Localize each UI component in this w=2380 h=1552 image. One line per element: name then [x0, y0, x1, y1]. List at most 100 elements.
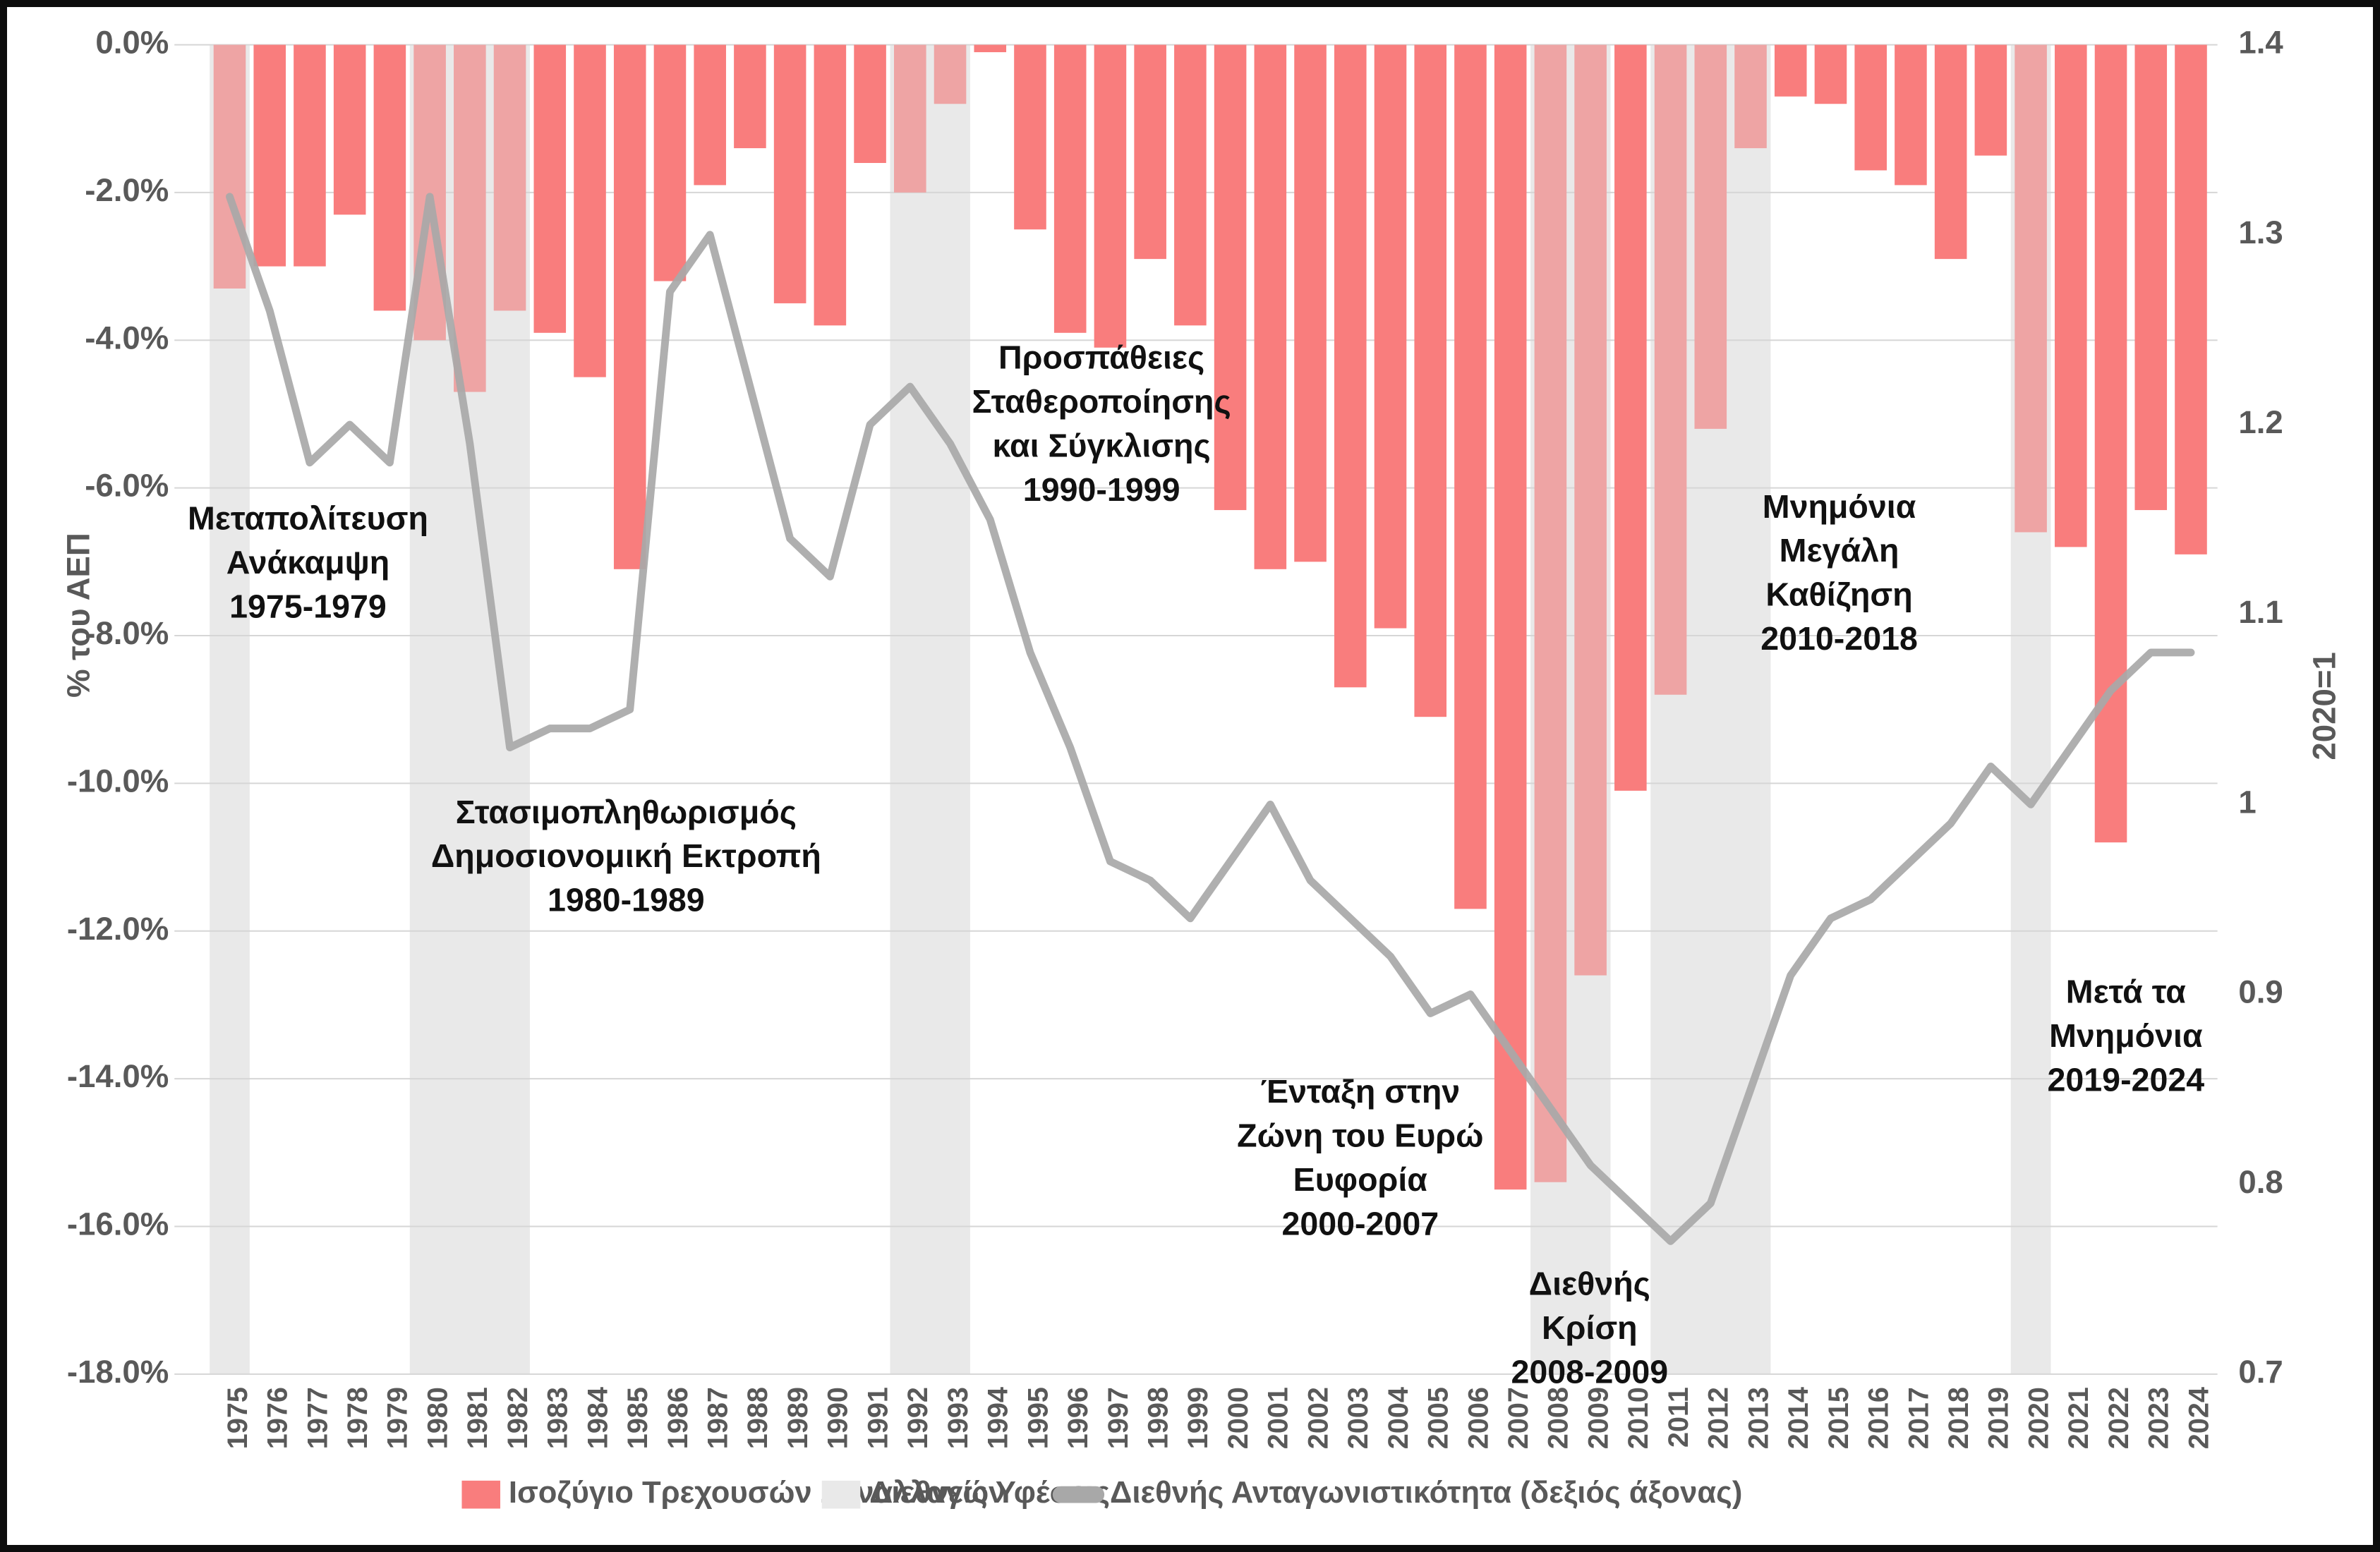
x-tick-label-1992: 1992 — [902, 1387, 934, 1449]
y-right-tick-label: 0.9 — [2238, 974, 2283, 1010]
x-tick-label-2024: 2024 — [2183, 1387, 2214, 1449]
current-account-competitiveness-chart: 0.0% -2.0% -4.0% -6.0% -8.0% -10.0% -12.0% -14.… — [60, 25, 2342, 1510]
annotation-5-line-3: 2010-2018 — [1760, 620, 1918, 657]
annotation-2-line-0: Προσπάθειες — [998, 339, 1204, 376]
x-tick-label-1982: 1982 — [502, 1387, 533, 1449]
x-tick-label-2012: 2012 — [1703, 1387, 1734, 1449]
annotation-6-line-0: Μετά τα — [2066, 973, 2186, 1010]
x-tick-label-1987: 1987 — [703, 1387, 734, 1449]
x-tick-label-1981: 1981 — [462, 1387, 493, 1449]
x-tick-label-1985: 1985 — [622, 1387, 653, 1449]
annotation-5-line-2: Καθίζηση — [1765, 576, 1912, 613]
bar-1976 — [253, 44, 286, 267]
bar-2012 — [1694, 44, 1727, 429]
annotation-0-line-1: Ανάκαμψη — [226, 544, 389, 581]
bar-2015 — [1814, 44, 1847, 104]
bar-2004 — [1374, 44, 1407, 629]
legend-label-0: Ισοζύγιο Τρεχουσών Συναλλαγών — [509, 1476, 1006, 1510]
bar-1997 — [1094, 44, 1127, 348]
bar-2022 — [2094, 44, 2127, 843]
y-right-tick-label: 1 — [2238, 784, 2256, 820]
x-tick-label-2015: 2015 — [1823, 1387, 1854, 1449]
x-tick-label-1999: 1999 — [1183, 1387, 1214, 1449]
bar-2002 — [1294, 44, 1327, 562]
y-left-tick-label: -4.0% — [85, 320, 169, 356]
bar-1988 — [734, 44, 766, 149]
bar-1996 — [1053, 44, 1087, 333]
bar-2020 — [2014, 44, 2047, 533]
recession-band-1992-1993 — [890, 44, 970, 1374]
bar-2001 — [1254, 44, 1287, 569]
x-tick-label-1998: 1998 — [1142, 1387, 1173, 1449]
x-tick-label-2018: 2018 — [1943, 1387, 1974, 1449]
bar-2013 — [1734, 44, 1767, 149]
y-left-tick-label: -16.0% — [67, 1206, 169, 1242]
competitiveness-line — [226, 193, 2195, 1245]
x-tick-label-2005: 2005 — [1423, 1387, 1454, 1449]
x-tick-label-1976: 1976 — [262, 1387, 294, 1449]
bar-2006 — [1454, 44, 1487, 909]
x-tick-label-2004: 2004 — [1383, 1387, 1414, 1449]
bar-1993 — [934, 44, 967, 104]
bar-2010 — [1614, 44, 1647, 791]
x-tick-label-2021: 2021 — [2063, 1387, 2094, 1449]
x-tick-label-2011: 2011 — [1663, 1387, 1694, 1448]
bar-2017 — [1895, 44, 1927, 186]
y-right-tick-label: 1.2 — [2238, 404, 2283, 440]
legend-line-swatch-2 — [1052, 1486, 1105, 1503]
bar-2005 — [1414, 44, 1447, 717]
x-tick-label-2020: 2020 — [2023, 1387, 2054, 1449]
x-tick-label-2002: 2002 — [1303, 1387, 1334, 1449]
x-tick-label-2023: 2023 — [2144, 1387, 2175, 1449]
x-tick-label-1979: 1979 — [382, 1387, 413, 1449]
annotation-2-line-2: και Σύγκλισης — [993, 428, 1211, 464]
bar-1999 — [1174, 44, 1207, 326]
annotation-3-line-0: Ένταξη στην — [1260, 1073, 1460, 1110]
bar-2007 — [1494, 44, 1527, 1190]
annotation-1-line-0: Στασιμοπληθωρισμός — [456, 794, 797, 830]
x-tick-label-1986: 1986 — [663, 1387, 694, 1449]
x-tick-label-2001: 2001 — [1263, 1387, 1294, 1449]
y-left-tick-label: -10.0% — [67, 763, 169, 799]
bar-1985 — [613, 44, 646, 569]
bar-1987 — [694, 44, 726, 186]
right-axis-title: 2020=1 — [2306, 652, 2342, 760]
y-left-tick-label: -18.0% — [67, 1354, 169, 1390]
x-tick-label-2014: 2014 — [1783, 1387, 1814, 1449]
x-tick-label-2006: 2006 — [1463, 1387, 1494, 1449]
bar-2016 — [1854, 44, 1887, 171]
y-left-tick-label: -6.0% — [85, 468, 169, 504]
legend-swatch-0 — [461, 1480, 500, 1509]
annotation-2-line-1: Σταθεροποίησης — [972, 383, 1231, 420]
annotation-1-line-2: 1980-1989 — [548, 882, 705, 919]
x-tick-label-1993: 1993 — [943, 1387, 974, 1449]
annotation-2-line-3: 1990-1999 — [1023, 471, 1180, 508]
annotation-3-line-1: Ζώνη του Ευρώ — [1237, 1117, 1483, 1154]
y-left-tick-label: -12.0% — [67, 911, 169, 947]
left-axis-title: % του ΑΕΠ — [60, 533, 96, 698]
x-tick-label-1975: 1975 — [222, 1387, 253, 1449]
annotation-6-line-2: 2019-2024 — [2047, 1061, 2204, 1098]
x-tick-label-2000: 2000 — [1223, 1387, 1254, 1449]
bar-2011 — [1654, 44, 1687, 695]
bar-1975 — [213, 44, 246, 289]
bar-2023 — [2134, 44, 2168, 511]
annotation-5-line-1: Μεγάλη — [1780, 532, 1899, 569]
x-tick-label-2022: 2022 — [2103, 1387, 2134, 1449]
bar-2008 — [1534, 44, 1567, 1182]
bar-1991 — [854, 44, 886, 164]
x-tick-label-1980: 1980 — [422, 1387, 453, 1449]
x-tick-label-2007: 2007 — [1503, 1387, 1534, 1449]
x-tick-label-1994: 1994 — [983, 1387, 1014, 1449]
y-right-tick-label: 0.8 — [2238, 1164, 2283, 1200]
x-tick-label-1984: 1984 — [582, 1387, 613, 1449]
annotation-4-line-1: Κρίση — [1542, 1309, 1638, 1346]
x-tick-label-1977: 1977 — [302, 1387, 333, 1449]
legend-swatch-1 — [821, 1480, 861, 1509]
bar-2014 — [1774, 44, 1807, 97]
y-left-tick-label: -14.0% — [67, 1058, 169, 1094]
bar-2021 — [2055, 44, 2087, 547]
bar-2018 — [1934, 44, 1967, 260]
bar-1977 — [294, 44, 326, 267]
bar-2019 — [1974, 44, 2007, 156]
